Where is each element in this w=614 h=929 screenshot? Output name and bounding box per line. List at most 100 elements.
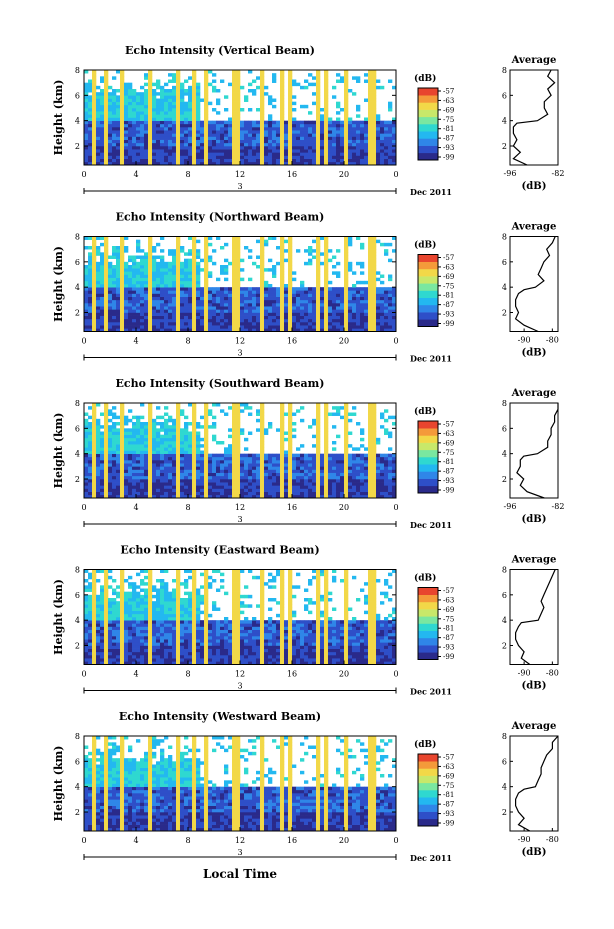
colorbar-segment	[418, 262, 438, 270]
y-tick-label: 4	[75, 283, 80, 292]
colorbar-segment	[418, 255, 438, 263]
colorbar-tick-label: -57	[443, 754, 454, 762]
colorbar-tick-label: -93	[443, 810, 454, 818]
colorbar-segment	[418, 609, 438, 617]
colorbar-tick-label: -87	[443, 301, 454, 309]
colorbar-tick-label: -93	[443, 477, 454, 485]
x-tick-label: 0	[81, 337, 86, 346]
y-tick-label: 4	[75, 450, 80, 459]
colorbar-segment	[418, 298, 438, 306]
x-tick-label: 20	[339, 670, 349, 679]
colorbar-segment	[418, 631, 438, 639]
y-tick-label: 8	[75, 566, 80, 575]
average-y-tick-label: 8	[502, 732, 507, 741]
x-tick-label: 16	[287, 670, 297, 679]
average-x-label: (dB)	[522, 681, 547, 692]
colorbar-segment	[418, 319, 438, 327]
x-tick-label: 8	[185, 670, 190, 679]
colorbar-segment	[418, 464, 438, 472]
x-tick-label: 0	[393, 170, 398, 179]
colorbar-segment	[418, 645, 438, 653]
colorbar-segment	[418, 783, 438, 791]
colorbar-segment	[418, 283, 438, 291]
colorbar-segment	[418, 153, 438, 161]
colorbar-segment	[418, 102, 438, 110]
average-x-tick-label: -82	[552, 169, 565, 178]
x-tick-label: 8	[185, 503, 190, 512]
colorbar-tick-label: -63	[443, 263, 454, 271]
date-tick-label: 3	[237, 182, 242, 191]
average-x-tick-label: -80	[546, 669, 559, 678]
heatmap-cells	[84, 736, 396, 831]
average-x-tick-label: -90	[518, 835, 531, 844]
x-tick-label: 12	[235, 670, 245, 679]
x-tick-label: 16	[287, 836, 297, 845]
x-tick-label: 12	[235, 836, 245, 845]
y-tick-label: 4	[75, 783, 80, 792]
y-tick-label: 8	[75, 233, 80, 242]
colorbar-tick-label: -75	[443, 282, 454, 290]
average-x-label: (dB)	[522, 181, 547, 192]
panel-5: Echo Intensity (Westward Beam) 2 4 6 8 Height…	[52, 710, 559, 863]
x-tick-label: 8	[185, 170, 190, 179]
colorbar-segment	[418, 305, 438, 313]
average-y-tick-label: 2	[502, 142, 507, 151]
average-y-tick-label: 2	[502, 309, 507, 318]
colorbar-segment	[418, 95, 438, 103]
y-tick-label: 8	[75, 399, 80, 408]
average-y-tick-label: 2	[502, 642, 507, 651]
average-title: Average	[511, 555, 557, 566]
x-tick-label: 0	[81, 503, 86, 512]
y-tick-label: 6	[75, 91, 80, 100]
panels: Echo Intensity (Vertical Beam)2468Height…	[52, 44, 564, 863]
average-title: Average	[511, 388, 557, 399]
x-tick-label: 12	[235, 170, 245, 179]
x-tick-label: 0	[393, 836, 398, 845]
x-tick-label: 0	[393, 670, 398, 679]
x-tick-label: 0	[81, 670, 86, 679]
echo-intensity-figure: Echo Intensity (Vertical Beam)2468Height…	[0, 0, 614, 929]
average-y-tick-label: 6	[502, 591, 507, 600]
colorbar-segment	[418, 638, 438, 646]
average-frame	[510, 570, 558, 665]
local-time-label: Local Time	[203, 867, 277, 881]
average-y-tick-label: 2	[502, 808, 507, 817]
y-tick-label: 2	[75, 309, 80, 318]
colorbar-tick-label: -57	[443, 88, 454, 96]
colorbar-tick-label: -99	[443, 487, 454, 495]
colorbar-tick-label: -69	[443, 273, 454, 281]
y-tick-label: 2	[75, 808, 80, 817]
colorbar-segment	[418, 312, 438, 320]
panel-title: Echo Intensity (Northward Beam)	[116, 211, 325, 224]
average-y-tick-label: 4	[502, 283, 507, 292]
colorbar-segment	[418, 616, 438, 624]
colorbar-segment	[418, 790, 438, 798]
colorbar-unit: (dB)	[414, 240, 436, 251]
colorbar-tick-label: -81	[443, 292, 454, 300]
x-tick-label: 4	[133, 836, 138, 845]
colorbar-tick-label: -57	[443, 421, 454, 429]
panel-title: Echo Intensity (Westward Beam)	[119, 710, 321, 723]
colorbar-tick-label: -99	[443, 653, 454, 661]
colorbar-tick-label: -99	[443, 320, 454, 328]
average-frame	[510, 237, 558, 332]
colorbar-unit: (dB)	[414, 73, 436, 84]
colorbar-segment	[418, 269, 438, 277]
colorbar-segment	[418, 146, 438, 154]
y-tick-label: 8	[75, 732, 80, 741]
colorbar-segment	[418, 421, 438, 429]
average-y-tick-label: 8	[502, 566, 507, 575]
average-y-tick-label: 4	[502, 616, 507, 625]
colorbar-segment	[418, 812, 438, 820]
colorbar-tick-label: -93	[443, 644, 454, 652]
average-x-label: (dB)	[522, 847, 547, 858]
colorbar-tick-label: -69	[443, 606, 454, 614]
colorbar-segment	[418, 428, 438, 436]
x-tick-label: 8	[185, 337, 190, 346]
y-axis-label: Height (km)	[52, 746, 65, 822]
colorbar-tick-label: -81	[443, 458, 454, 466]
average-y-tick-label: 4	[502, 783, 507, 792]
y-tick-label: 6	[75, 757, 80, 766]
panel-title: Echo Intensity (Eastward Beam)	[120, 544, 319, 557]
colorbar-tick-label: -57	[443, 587, 454, 595]
